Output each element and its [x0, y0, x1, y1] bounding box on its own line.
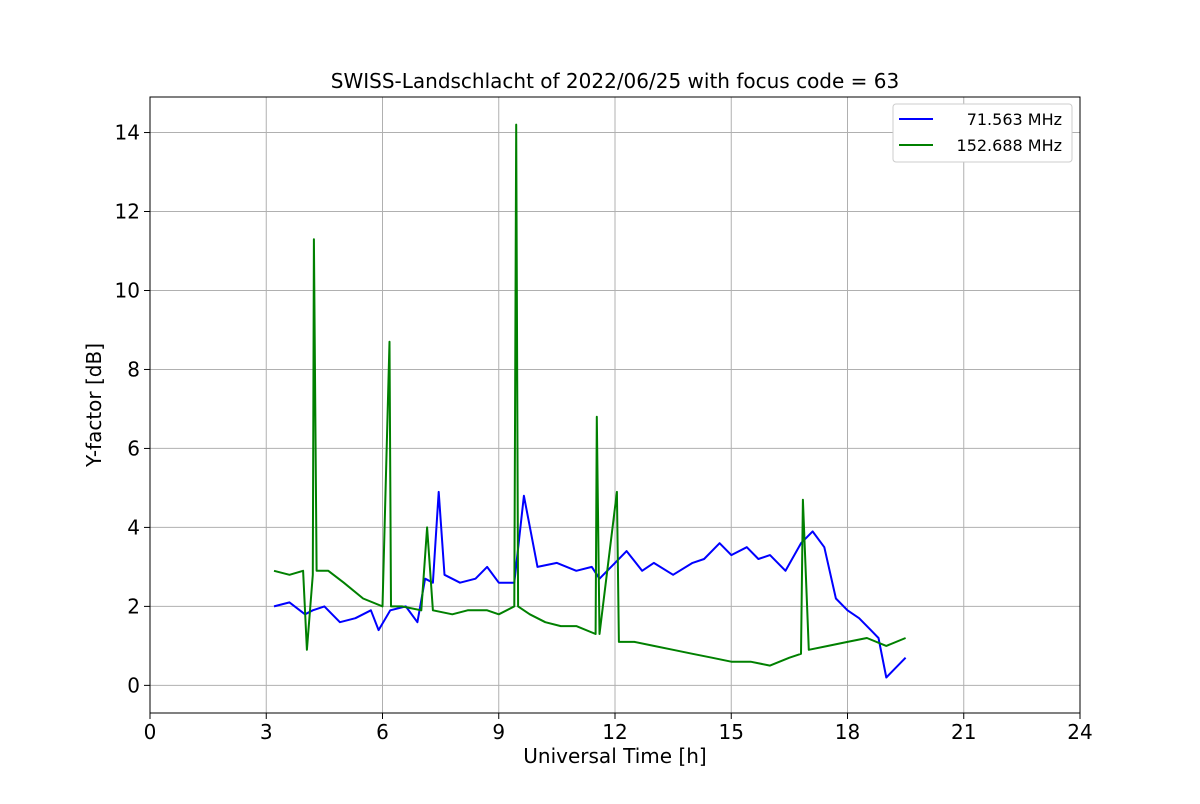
legend-box — [892, 103, 1073, 163]
y-tick-label: 6 — [127, 436, 140, 460]
x-tick-label: 9 — [492, 720, 505, 744]
x-tick-label: 6 — [376, 720, 389, 744]
series-line-1 — [273, 490, 907, 679]
chart-title: SWISS-Landschlacht of 2022/06/25 with fo… — [331, 69, 899, 93]
y-tick-label: 0 — [127, 673, 140, 697]
x-tick-label: 21 — [951, 720, 976, 744]
y-tick-label: 14 — [115, 121, 140, 145]
x-tick-label: 18 — [835, 720, 860, 744]
legend: 71.563 MHz 152.688 MHz — [892, 103, 1073, 163]
series-layer — [273, 123, 907, 679]
x-tick-label: 0 — [144, 720, 157, 744]
y-tick-label: 2 — [127, 594, 140, 618]
x-tick-label: 15 — [719, 720, 744, 744]
y-tick-label: 10 — [115, 278, 140, 302]
x-axis-label: Universal Time [h] — [523, 744, 706, 768]
series-line-2 — [273, 123, 906, 667]
y-axis-label: Y-factor [dB] — [82, 343, 106, 468]
y-tick-label: 12 — [115, 200, 140, 224]
y-tick-label: 8 — [127, 357, 140, 381]
x-tick-label: 3 — [260, 720, 273, 744]
legend-label-2: 152.688 MHz — [957, 136, 1062, 155]
x-tick-label: 24 — [1067, 720, 1092, 744]
y-tick-label: 4 — [127, 515, 140, 539]
legend-label-1: 71.563 MHz — [967, 110, 1062, 129]
x-tick-label: 12 — [602, 720, 627, 744]
